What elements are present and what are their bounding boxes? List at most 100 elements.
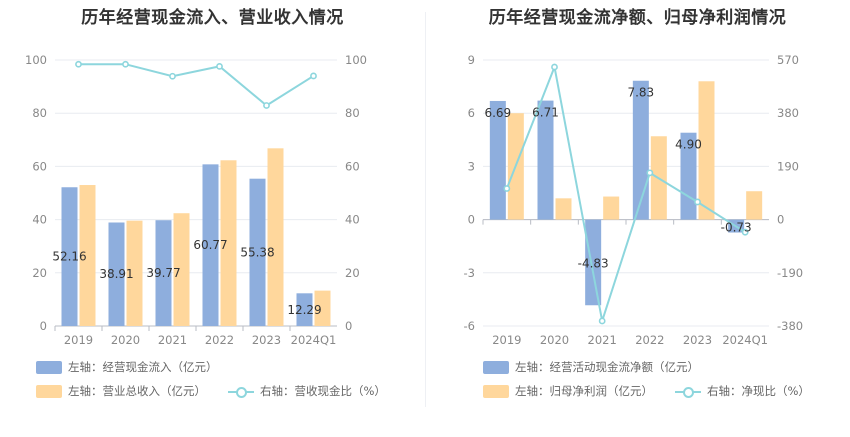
ratio-point bbox=[122, 60, 129, 68]
bar-secondary bbox=[173, 213, 190, 326]
bar-primary bbox=[489, 100, 506, 220]
x-tick-label: 2021 bbox=[588, 333, 617, 347]
bar-secondary bbox=[555, 198, 572, 220]
y-left-tick-label: 0 bbox=[40, 319, 47, 333]
bar-primary bbox=[296, 293, 313, 326]
ratio-point bbox=[741, 228, 749, 236]
left-chart-title: 历年经营现金流入、营业收入情况 bbox=[81, 8, 344, 28]
bar-data-label: 6.69 bbox=[484, 106, 511, 120]
bar-data-label: 38.91 bbox=[99, 267, 133, 281]
right-chart-title: 历年经营现金流净额、归母净利润情况 bbox=[488, 8, 787, 28]
y-right-tick-label: 80 bbox=[345, 106, 360, 120]
ratio-point bbox=[75, 60, 82, 68]
right-legend-item-2[interactable]: 左轴：归母净利润（亿元） bbox=[515, 384, 653, 398]
bar-secondary bbox=[746, 191, 763, 220]
bar-primary bbox=[155, 220, 172, 326]
right-chart-svg: -6 -3 0 3 6 9 -380 -190 0 190 380 570 2019 2020 2021 20… bbox=[464, 53, 804, 347]
y-left-tick-label: 40 bbox=[32, 213, 47, 227]
x-tick-label: 2023 bbox=[252, 333, 281, 347]
x-tick-label: 2019 bbox=[64, 333, 93, 347]
ratio-point bbox=[310, 72, 317, 80]
y-left-tick-label: 6 bbox=[468, 106, 475, 120]
y-left-tick-label: 3 bbox=[468, 159, 475, 173]
ratio-line bbox=[505, 63, 746, 322]
y-right-tick-label: 380 bbox=[777, 106, 799, 120]
bar-data-label: 39.77 bbox=[146, 266, 180, 280]
left-legend-row-2: 左轴：营业总收入（亿元） 右轴：营收现金比（%） bbox=[36, 383, 386, 399]
bar-data-label: 12.29 bbox=[287, 303, 321, 317]
y-left-tick-label: 60 bbox=[32, 159, 47, 173]
right-legend-item-1[interactable]: 左轴：经营活动现金流净额（亿元） bbox=[515, 360, 699, 374]
x-tick-label: 2024Q1 bbox=[291, 333, 337, 347]
y-left-tick-label: 9 bbox=[468, 53, 475, 67]
ratio-point bbox=[598, 317, 606, 325]
bar-data-label: 6.71 bbox=[532, 106, 559, 120]
x-tick-label: 2024Q1 bbox=[722, 333, 768, 347]
y-right-tick-label: -380 bbox=[777, 319, 803, 333]
bar-primary bbox=[632, 80, 649, 220]
ratio-line bbox=[78, 63, 315, 107]
right-chart-panel: 历年经营现金流净额、归母净利润情况 -6 -3 0 3 6 9 -380 -190 0 190 38… bbox=[425, 0, 850, 437]
x-tick-label: 2021 bbox=[158, 333, 187, 347]
legend-swatch-blue bbox=[36, 360, 62, 374]
left-legend-row-1: 左轴：经营现金流入（亿元） bbox=[36, 359, 218, 375]
y-right-tick-label: 0 bbox=[345, 319, 352, 333]
left-legend-item-1[interactable]: 左轴：经营现金流入（亿元） bbox=[68, 360, 218, 374]
y-right-tick-label: 570 bbox=[777, 53, 799, 67]
y-right-tick-label: 100 bbox=[345, 53, 367, 67]
bar-primary bbox=[249, 178, 266, 326]
legend-swatch-blue bbox=[483, 360, 509, 374]
bar-secondary bbox=[267, 148, 284, 326]
x-tick-label: 2020 bbox=[111, 333, 140, 347]
bar-primary bbox=[108, 222, 125, 326]
right-legend-row-2: 左轴：归母净利润（亿元） 右轴：净现比（%） bbox=[483, 383, 810, 399]
bar-secondary bbox=[126, 220, 143, 326]
y-right-tick-label: -190 bbox=[777, 266, 803, 280]
y-left-tick-label: 100 bbox=[25, 53, 47, 67]
ratio-point bbox=[646, 169, 654, 177]
right-legend-row-1: 左轴：经营活动现金流净额（亿元） bbox=[483, 359, 699, 375]
x-tick-label: 2023 bbox=[683, 333, 712, 347]
y-left-tick-label: 0 bbox=[468, 213, 475, 227]
y-left-tick-label: 80 bbox=[32, 106, 47, 120]
right-legend-item-3[interactable]: 右轴：净现比（%） bbox=[707, 384, 810, 398]
bar-primary bbox=[202, 164, 219, 326]
bar-data-label: -4.83 bbox=[578, 257, 609, 271]
legend-swatch-orange bbox=[36, 384, 62, 398]
y-right-tick-label: 40 bbox=[345, 213, 360, 227]
ratio-point bbox=[216, 62, 223, 70]
bar-secondary bbox=[79, 185, 96, 326]
bar-data-label: 55.38 bbox=[240, 245, 274, 259]
left-legend-item-2[interactable]: 左轴：营业总收入（亿元） bbox=[68, 384, 206, 398]
y-right-tick-label: 60 bbox=[345, 159, 360, 173]
bar-data-label: 60.77 bbox=[193, 238, 227, 252]
bar-primary bbox=[537, 100, 554, 220]
bar-secondary bbox=[698, 81, 715, 220]
y-right-tick-label: 190 bbox=[777, 159, 799, 173]
x-tick-label: 2022 bbox=[205, 333, 234, 347]
y-left-tick-label: -3 bbox=[464, 266, 475, 280]
left-chart-svg: 0 20 40 60 80 100 0 20 40 60 80 100 2019 2020 2021 2022… bbox=[25, 53, 367, 347]
x-tick-label: 2019 bbox=[492, 333, 521, 347]
y-left-tick-label: -6 bbox=[464, 319, 475, 333]
bar-data-label: 7.83 bbox=[627, 86, 654, 100]
bar-secondary bbox=[220, 160, 237, 326]
ratio-point bbox=[551, 63, 558, 71]
legend-swatch-line bbox=[675, 385, 701, 398]
x-tick-label: 2022 bbox=[635, 333, 664, 347]
ratio-point bbox=[503, 185, 511, 192]
bar-primary bbox=[61, 187, 78, 326]
bar-secondary bbox=[314, 290, 331, 326]
bar-secondary bbox=[603, 196, 620, 220]
bar-data-label: -0.73 bbox=[721, 221, 752, 235]
ratio-point bbox=[263, 102, 270, 109]
y-right-tick-label: 0 bbox=[777, 213, 784, 227]
x-tick-label: 2020 bbox=[540, 333, 569, 347]
ratio-point bbox=[169, 72, 176, 80]
left-legend-item-3[interactable]: 右轴：营收现金比（%） bbox=[260, 384, 386, 398]
legend-swatch-orange bbox=[483, 384, 509, 398]
left-chart-panel: 历年经营现金流入、营业收入情况 0 20 40 60 80 100 0 20 40 60 80 100… bbox=[25, 8, 386, 399]
legend-swatch-line bbox=[228, 385, 254, 398]
ratio-point bbox=[694, 198, 701, 206]
bar-data-label: 52.16 bbox=[52, 250, 86, 264]
